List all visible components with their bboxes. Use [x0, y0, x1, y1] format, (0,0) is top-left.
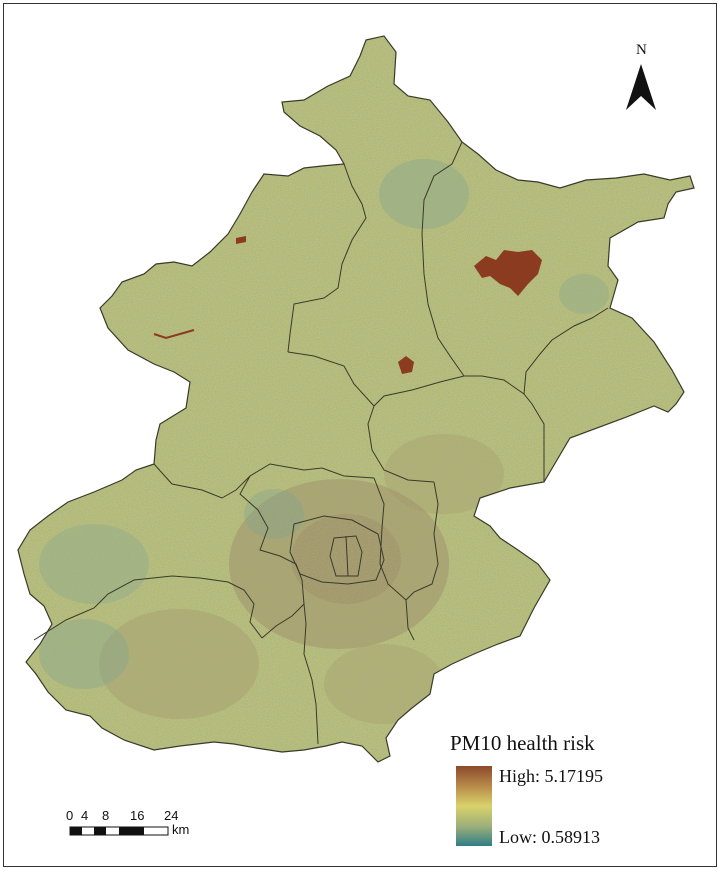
- scale-bar: [69, 826, 169, 836]
- north-label: N: [636, 42, 647, 58]
- legend-color-ramp: [456, 766, 492, 846]
- scale-tick-label: 8: [102, 808, 110, 823]
- legend-low-label: Low: 0.58913: [499, 827, 600, 847]
- raster-texture: [18, 36, 694, 762]
- legend-title: PM10 health risk: [450, 731, 595, 755]
- core-districts: [289, 515, 385, 585]
- scale-tick-label: 24: [164, 808, 179, 823]
- reservoir-hotspot-large: [474, 250, 542, 296]
- scale-tick-label: 0: [66, 808, 74, 823]
- north-arrow-icon: [626, 64, 656, 110]
- legend-high-label: High: 5.17195: [499, 766, 604, 786]
- city-outline: [17, 35, 695, 763]
- map-frame: N 0 4 8 16 24 km PM10 health risk High: …: [3, 3, 717, 867]
- river-hotspot-west: [153, 329, 195, 340]
- scale-tick-label: 4: [81, 808, 89, 823]
- risk-surface: [18, 36, 694, 762]
- reservoir-hotspot-small: [398, 356, 414, 374]
- map-canvas: [17, 35, 695, 836]
- small-hotspot-west: [236, 236, 246, 244]
- beijing-region: [17, 35, 695, 763]
- scale-unit: km: [172, 822, 190, 837]
- district-boundaries: [33, 141, 609, 745]
- scale-tick-label: 16: [130, 808, 145, 823]
